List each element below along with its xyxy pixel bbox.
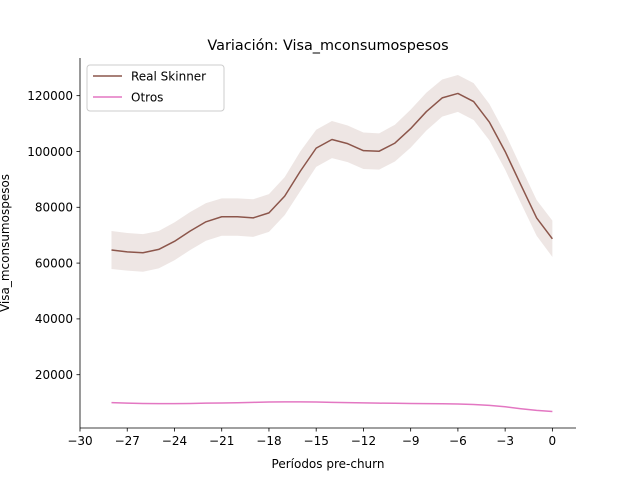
data-point-real-skinner (409, 127, 412, 130)
data-point-otros (252, 401, 255, 404)
y-ticks: 20000 40000 60000 80000 100000 120000 (27, 89, 80, 382)
data-point-real-skinner (189, 230, 192, 233)
data-point-real-skinner (551, 237, 554, 240)
x-tick-label: −15 (304, 434, 329, 448)
data-point-real-skinner (362, 149, 365, 152)
y-tick-label: 40000 (35, 312, 73, 326)
data-point-otros (283, 400, 286, 403)
confidence-band-real-skinner (111, 75, 553, 272)
chart-title: Variación: Visa_mconsumospesos (207, 38, 448, 54)
data-point-otros (378, 402, 381, 405)
y-tick-label: 120000 (27, 89, 73, 103)
data-point-otros (110, 401, 113, 404)
data-point-otros (425, 402, 428, 405)
data-point-real-skinner (283, 195, 286, 198)
data-point-real-skinner (456, 92, 459, 95)
x-ticks: −30 −27 −24 −21 −18 −15 −12 −9 −6 −3 0 (67, 428, 556, 448)
data-point-otros (362, 401, 365, 404)
data-point-real-skinner (504, 150, 507, 153)
x-tick-label: 0 (549, 434, 557, 448)
data-point-otros (236, 401, 239, 404)
y-axis-label: Visa_mconsumospesos (0, 174, 12, 312)
legend-label-real-skinner: Real Skinner (131, 70, 206, 84)
series-line-otros (111, 401, 553, 413)
data-point-otros (504, 405, 507, 408)
data-point-otros (220, 402, 223, 405)
data-point-real-skinner (315, 147, 318, 150)
data-point-real-skinner (535, 216, 538, 219)
data-point-otros (204, 402, 207, 405)
data-point-real-skinner (441, 96, 444, 99)
x-tick-label: −9 (402, 434, 420, 448)
data-point-real-skinner (472, 100, 475, 103)
x-tick-label: −12 (351, 434, 376, 448)
data-point-real-skinner (252, 216, 255, 219)
x-tick-label: −24 (162, 434, 187, 448)
data-point-real-skinner (346, 142, 349, 145)
x-tick-label: −27 (115, 434, 140, 448)
data-point-real-skinner (299, 170, 302, 173)
data-point-real-skinner (488, 121, 491, 124)
y-tick-label: 20000 (35, 368, 73, 382)
legend-label-otros: Otros (131, 91, 163, 105)
data-point-otros (535, 409, 538, 412)
data-point-real-skinner (236, 215, 239, 218)
y-tick-label: 60000 (35, 256, 73, 270)
data-point-real-skinner (141, 251, 144, 254)
x-tick-label: −18 (256, 434, 281, 448)
data-point-real-skinner (126, 250, 129, 253)
x-tick-label: −6 (449, 434, 467, 448)
data-point-otros (330, 401, 333, 404)
data-point-otros (173, 402, 176, 405)
data-point-otros (409, 402, 412, 405)
data-point-otros (441, 402, 444, 405)
data-point-real-skinner (267, 211, 270, 214)
data-point-otros (189, 402, 192, 405)
confidence-bands (111, 75, 553, 272)
axes (79, 58, 576, 429)
data-point-otros (551, 410, 554, 413)
data-point-otros (488, 404, 491, 407)
data-point-real-skinner (519, 183, 522, 186)
data-point-real-skinner (157, 248, 160, 251)
data-point-otros (346, 401, 349, 404)
data-point-real-skinner (378, 150, 381, 153)
data-point-otros (267, 401, 270, 404)
series-line-real-skinner (111, 92, 553, 254)
data-point-real-skinner (204, 220, 207, 223)
data-point-real-skinner (173, 240, 176, 243)
x-tick-label: −21 (209, 434, 234, 448)
x-axis-label: Períodos pre-churn (272, 457, 385, 471)
series-lines (110, 92, 554, 413)
data-point-otros (472, 403, 475, 406)
data-point-otros (393, 402, 396, 405)
data-point-real-skinner (330, 138, 333, 141)
data-point-real-skinner (220, 215, 223, 218)
data-point-otros (141, 402, 144, 405)
y-tick-label: 100000 (27, 145, 73, 159)
data-point-real-skinner (425, 110, 428, 113)
y-tick-label: 80000 (35, 201, 73, 215)
data-point-otros (126, 402, 129, 405)
data-point-otros (315, 401, 318, 404)
data-point-otros (299, 400, 302, 403)
data-point-otros (519, 407, 522, 410)
x-tick-label: −30 (67, 434, 92, 448)
data-point-real-skinner (393, 142, 396, 145)
x-tick-label: −3 (496, 434, 514, 448)
data-point-real-skinner (110, 248, 113, 251)
data-point-otros (456, 403, 459, 406)
legend: Real Skinner Otros (86, 64, 225, 112)
data-point-otros (157, 402, 160, 405)
